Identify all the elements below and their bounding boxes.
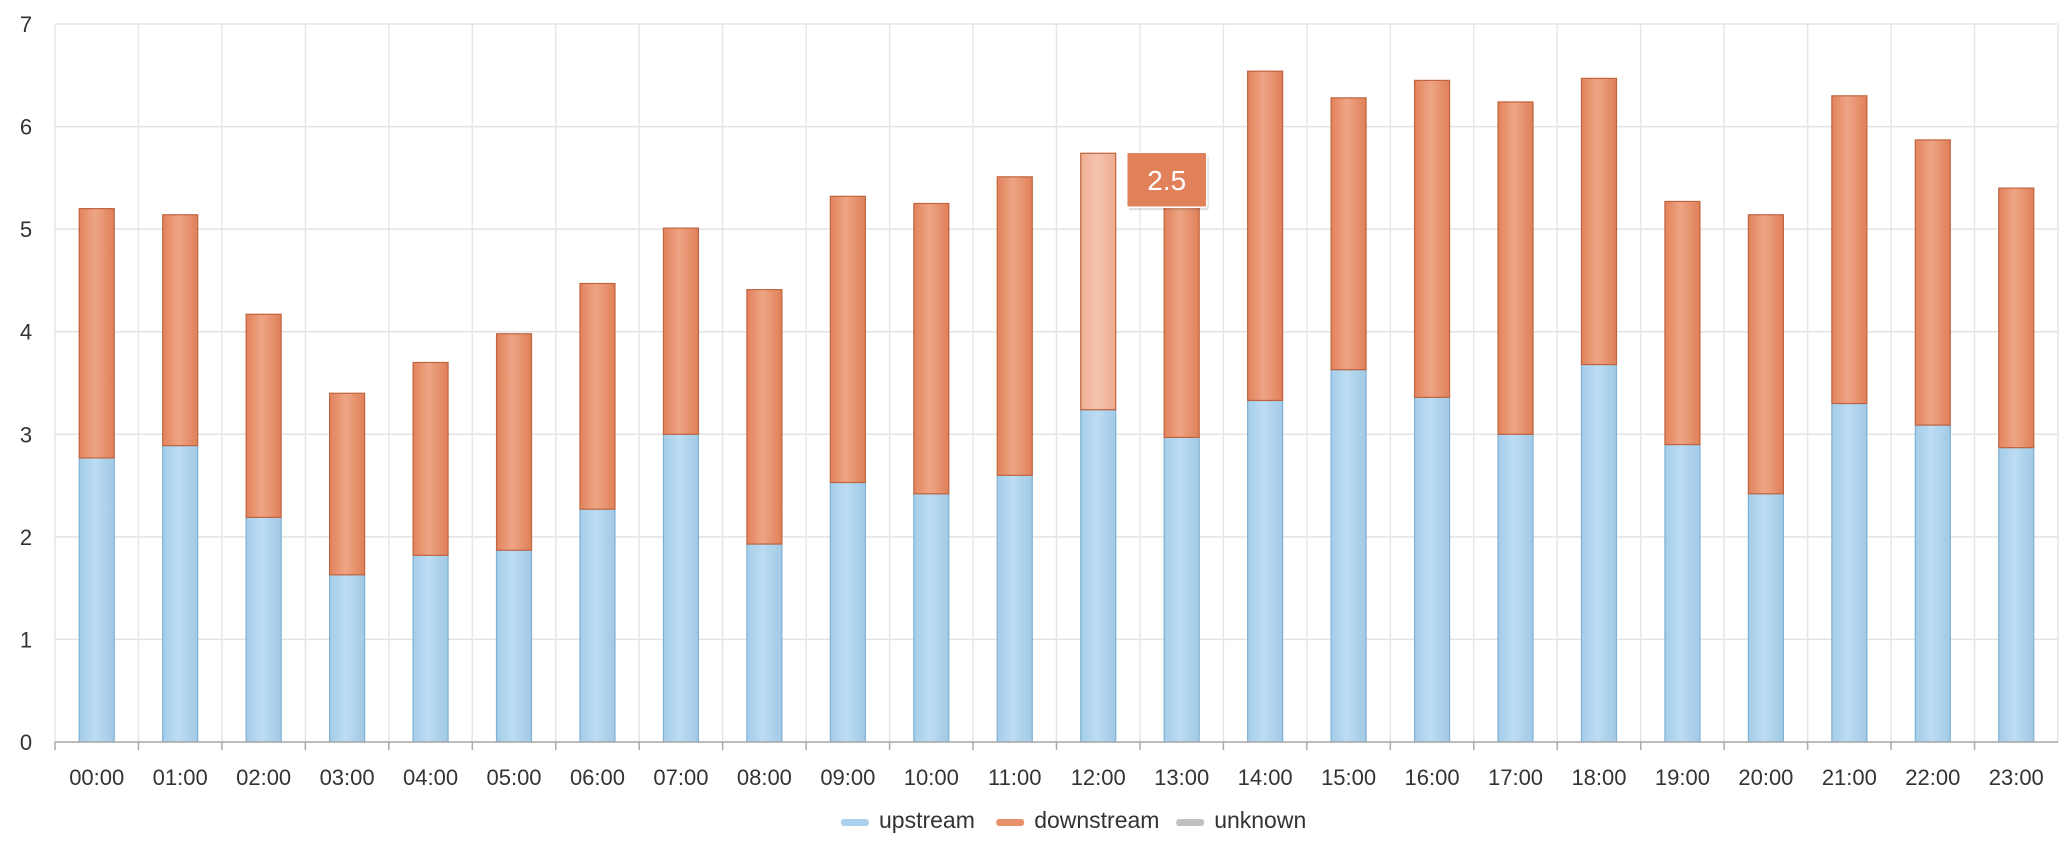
bar-upstream-0300[interactable] xyxy=(329,574,366,743)
bar-upstream-2000[interactable] xyxy=(1747,493,1784,743)
bar-upstream-1200[interactable] xyxy=(1080,409,1117,743)
x-tick-label: 22:00 xyxy=(1905,765,1960,790)
bar-downstream-1200[interactable] xyxy=(1080,152,1117,411)
bar-upstream-0500[interactable] xyxy=(495,549,533,743)
bar-downstream-0700[interactable] xyxy=(662,227,700,435)
x-tick-label: 04:00 xyxy=(403,765,458,790)
x-tick-label: 14:00 xyxy=(1238,765,1293,790)
bar-downstream-1100[interactable] xyxy=(996,176,1033,476)
bar-downstream-0000[interactable] xyxy=(78,208,115,459)
bar-upstream-1500[interactable] xyxy=(1330,369,1367,743)
legend-swatch-upstream xyxy=(841,819,869,826)
x-tick-label: 13:00 xyxy=(1154,765,1209,790)
x-tick-label: 03:00 xyxy=(320,765,375,790)
x-tick-label: 15:00 xyxy=(1321,765,1376,790)
bar-upstream-1100[interactable] xyxy=(996,474,1033,743)
legend-label-upstream: upstream xyxy=(879,807,975,833)
x-tick-label: 12:00 xyxy=(1071,765,1126,790)
y-tick-label: 4 xyxy=(20,320,32,345)
bar-upstream-0200[interactable] xyxy=(245,516,282,743)
gridlines xyxy=(54,23,2059,743)
bar-downstream-0400[interactable] xyxy=(412,361,449,556)
bar-downstream-0100[interactable] xyxy=(162,214,199,447)
x-tick-label: 02:00 xyxy=(236,765,291,790)
bar-upstream-2100[interactable] xyxy=(1831,402,1868,743)
y-tick-label: 5 xyxy=(20,217,32,242)
bar-downstream-1800[interactable] xyxy=(1580,77,1618,366)
bar-downstream-0800[interactable] xyxy=(746,289,783,545)
bar-downstream-0500[interactable] xyxy=(495,333,533,551)
x-tick-label: 20:00 xyxy=(1738,765,1793,790)
x-tick-label: 19:00 xyxy=(1655,765,1710,790)
x-tick-label: 01:00 xyxy=(153,765,208,790)
y-tick-label: 7 xyxy=(20,12,32,37)
bar-downstream-0300[interactable] xyxy=(329,392,366,576)
x-tick-label: 23:00 xyxy=(1989,765,2044,790)
x-tick-label: 00:00 xyxy=(69,765,124,790)
bar-downstream-1400[interactable] xyxy=(1247,70,1284,402)
axes: 0 1 2 3 4 5 6 7 00:00 01:00 02:00 03:00 04:00 05:00 06… xyxy=(20,12,2058,790)
bar-upstream-1600[interactable] xyxy=(1413,396,1451,743)
legend: upstream downstream unknown xyxy=(841,807,1306,833)
bar-upstream-0700[interactable] xyxy=(662,433,700,743)
bar-upstream-2300[interactable] xyxy=(1998,447,2035,743)
bar-downstream-2300[interactable] xyxy=(1998,187,2035,449)
legend-item-unknown[interactable]: unknown xyxy=(1176,807,1306,833)
bar-upstream-1700[interactable] xyxy=(1497,433,1534,743)
legend-item-upstream[interactable]: upstream xyxy=(841,807,975,833)
bar-upstream-0100[interactable] xyxy=(162,444,199,743)
x-tick-label: 17:00 xyxy=(1488,765,1543,790)
bar-upstream-1000[interactable] xyxy=(913,493,950,743)
x-tick-label: 16:00 xyxy=(1405,765,1460,790)
bar-upstream-1400[interactable] xyxy=(1247,399,1284,743)
bar-downstream-1000[interactable] xyxy=(913,202,950,495)
bar-downstream-2100[interactable] xyxy=(1831,95,1868,405)
bar-downstream-2200[interactable] xyxy=(1914,139,1951,426)
bar-downstream-1600[interactable] xyxy=(1413,79,1451,398)
bar-upstream-0600[interactable] xyxy=(579,508,616,743)
x-tick-label: 05:00 xyxy=(486,765,541,790)
bar-upstream-0000[interactable] xyxy=(78,457,115,743)
bar-upstream-1800[interactable] xyxy=(1580,363,1618,743)
tooltip-value: 2.5 xyxy=(1147,165,1186,196)
bar-downstream-1700[interactable] xyxy=(1497,101,1534,435)
legend-item-downstream[interactable]: downstream xyxy=(996,807,1159,833)
legend-swatch-downstream xyxy=(996,819,1025,826)
x-tick-label: 21:00 xyxy=(1822,765,1877,790)
bar-downstream-2000[interactable] xyxy=(1747,214,1784,495)
bar-upstream-2200[interactable] xyxy=(1914,424,1951,743)
tooltip: 2.5 xyxy=(1125,151,1209,211)
bar-downstream-1500[interactable] xyxy=(1330,97,1367,371)
bar-upstream-1900[interactable] xyxy=(1664,443,1701,743)
y-tick-label: 2 xyxy=(20,525,32,550)
bar-upstream-0400[interactable] xyxy=(412,554,449,743)
bar-upstream-0900[interactable] xyxy=(829,481,866,743)
x-tick-label: 18:00 xyxy=(1571,765,1626,790)
x-tick-label: 10:00 xyxy=(904,765,959,790)
y-tick-label: 1 xyxy=(20,627,32,652)
y-tick-label: 3 xyxy=(20,422,32,447)
y-tick-label: 0 xyxy=(20,730,32,755)
bars xyxy=(78,70,2035,743)
y-tick-label: 6 xyxy=(20,115,32,140)
x-tick-label: 09:00 xyxy=(820,765,875,790)
bar-downstream-0200[interactable] xyxy=(245,313,282,518)
legend-label-unknown: unknown xyxy=(1214,807,1306,833)
bar-downstream-1900[interactable] xyxy=(1664,200,1701,446)
bar-downstream-1300[interactable] xyxy=(1163,187,1200,438)
bar-upstream-0800[interactable] xyxy=(746,543,783,743)
x-tick-label: 11:00 xyxy=(988,765,1041,790)
bar-downstream-0900[interactable] xyxy=(829,195,866,484)
x-tick-label: 06:00 xyxy=(570,765,625,790)
bar-downstream-0600[interactable] xyxy=(579,282,616,510)
tooltip-box xyxy=(1125,151,1208,208)
legend-label-downstream: downstream xyxy=(1034,807,1159,833)
x-tick-label: 07:00 xyxy=(653,765,708,790)
bar-upstream-1300[interactable] xyxy=(1163,436,1200,743)
x-tick-label: 08:00 xyxy=(737,765,792,790)
legend-swatch-unknown xyxy=(1176,819,1205,826)
